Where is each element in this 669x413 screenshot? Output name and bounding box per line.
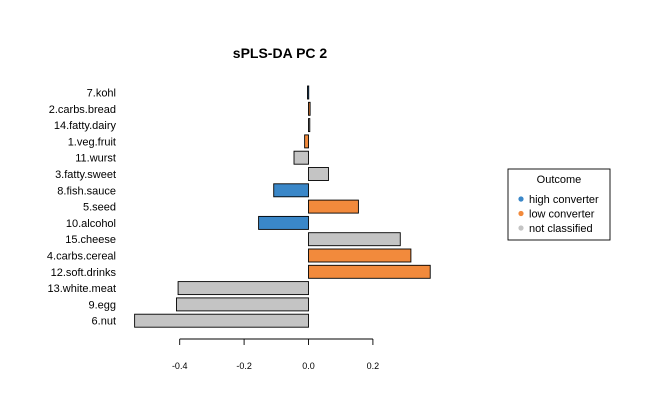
legend: Outcome high converter low converter not cl… [507, 168, 611, 241]
legend-entry: not classified [529, 223, 593, 235]
chart-title: sPLS-DA PC 2 [233, 45, 328, 61]
x-tick-label: 0.2 [367, 361, 380, 371]
category-label: 4.carbs.cereal [47, 251, 116, 263]
bar-11-wurst [293, 150, 309, 165]
legend-box [507, 168, 611, 241]
bar-9-egg [176, 297, 309, 312]
x-tick-label: -0.2 [236, 361, 252, 371]
category-label: 7.kohl [87, 88, 116, 100]
category-label: 1.veg.fruit [68, 136, 116, 148]
category-label: 8.fish.sauce [57, 185, 116, 197]
bar-13-white-meat [177, 281, 309, 296]
category-label: 15.cheese [65, 234, 116, 246]
bar-1-veg-fruit [304, 134, 309, 149]
bars-layer [134, 85, 431, 328]
category-labels: 7.kohl 2.carbs.bread 14.fatty.dairy 1.veg.f… [47, 88, 117, 328]
bar-6-nut [134, 313, 309, 328]
category-label: 11.wurst [75, 153, 116, 165]
bar-2-carbs-bread [308, 101, 311, 116]
legend-marker [518, 196, 524, 202]
legend-marker [518, 225, 524, 231]
category-label: 13.white.meat [48, 283, 116, 295]
category-label: 14.fatty.dairy [54, 120, 117, 132]
legend-entry: high converter [529, 194, 599, 206]
bar-5-seed [308, 199, 359, 214]
legend-entry: low converter [529, 209, 595, 221]
category-label: 12.soft.drinks [51, 267, 117, 279]
bar-15-cheese [308, 232, 401, 247]
x-axis: -0.4 -0.2 0.0 0.2 [172, 338, 380, 371]
category-label: 10.alcohol [66, 218, 116, 230]
category-label: 3.fatty.sweet [55, 169, 116, 181]
category-label: 6.nut [92, 316, 116, 328]
category-label: 9.egg [88, 299, 116, 311]
bar-14-fatty-dairy [308, 118, 311, 133]
bar-10-alcohol [258, 215, 309, 230]
bar-7-kohl [307, 85, 310, 100]
category-label: 5.seed [83, 202, 116, 214]
x-tick-label: -0.4 [172, 361, 188, 371]
bar-4-carbs-cereal [308, 248, 412, 263]
legend-marker [518, 210, 524, 217]
x-tick-label: 0.0 [302, 361, 315, 371]
bar-3-fatty-sweet [308, 167, 329, 181]
bar-12-soft-drinks [308, 264, 431, 279]
legend-title: Outcome [537, 174, 582, 186]
category-label: 2.carbs.bread [49, 104, 116, 116]
bar-8-fish-sauce [273, 183, 309, 198]
